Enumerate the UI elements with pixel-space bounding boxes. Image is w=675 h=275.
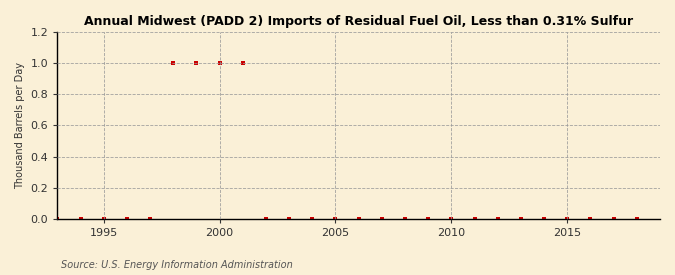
Y-axis label: Thousand Barrels per Day: Thousand Barrels per Day xyxy=(15,62,25,189)
Title: Annual Midwest (PADD 2) Imports of Residual Fuel Oil, Less than 0.31% Sulfur: Annual Midwest (PADD 2) Imports of Resid… xyxy=(84,15,633,28)
Text: Source: U.S. Energy Information Administration: Source: U.S. Energy Information Administ… xyxy=(61,260,292,270)
